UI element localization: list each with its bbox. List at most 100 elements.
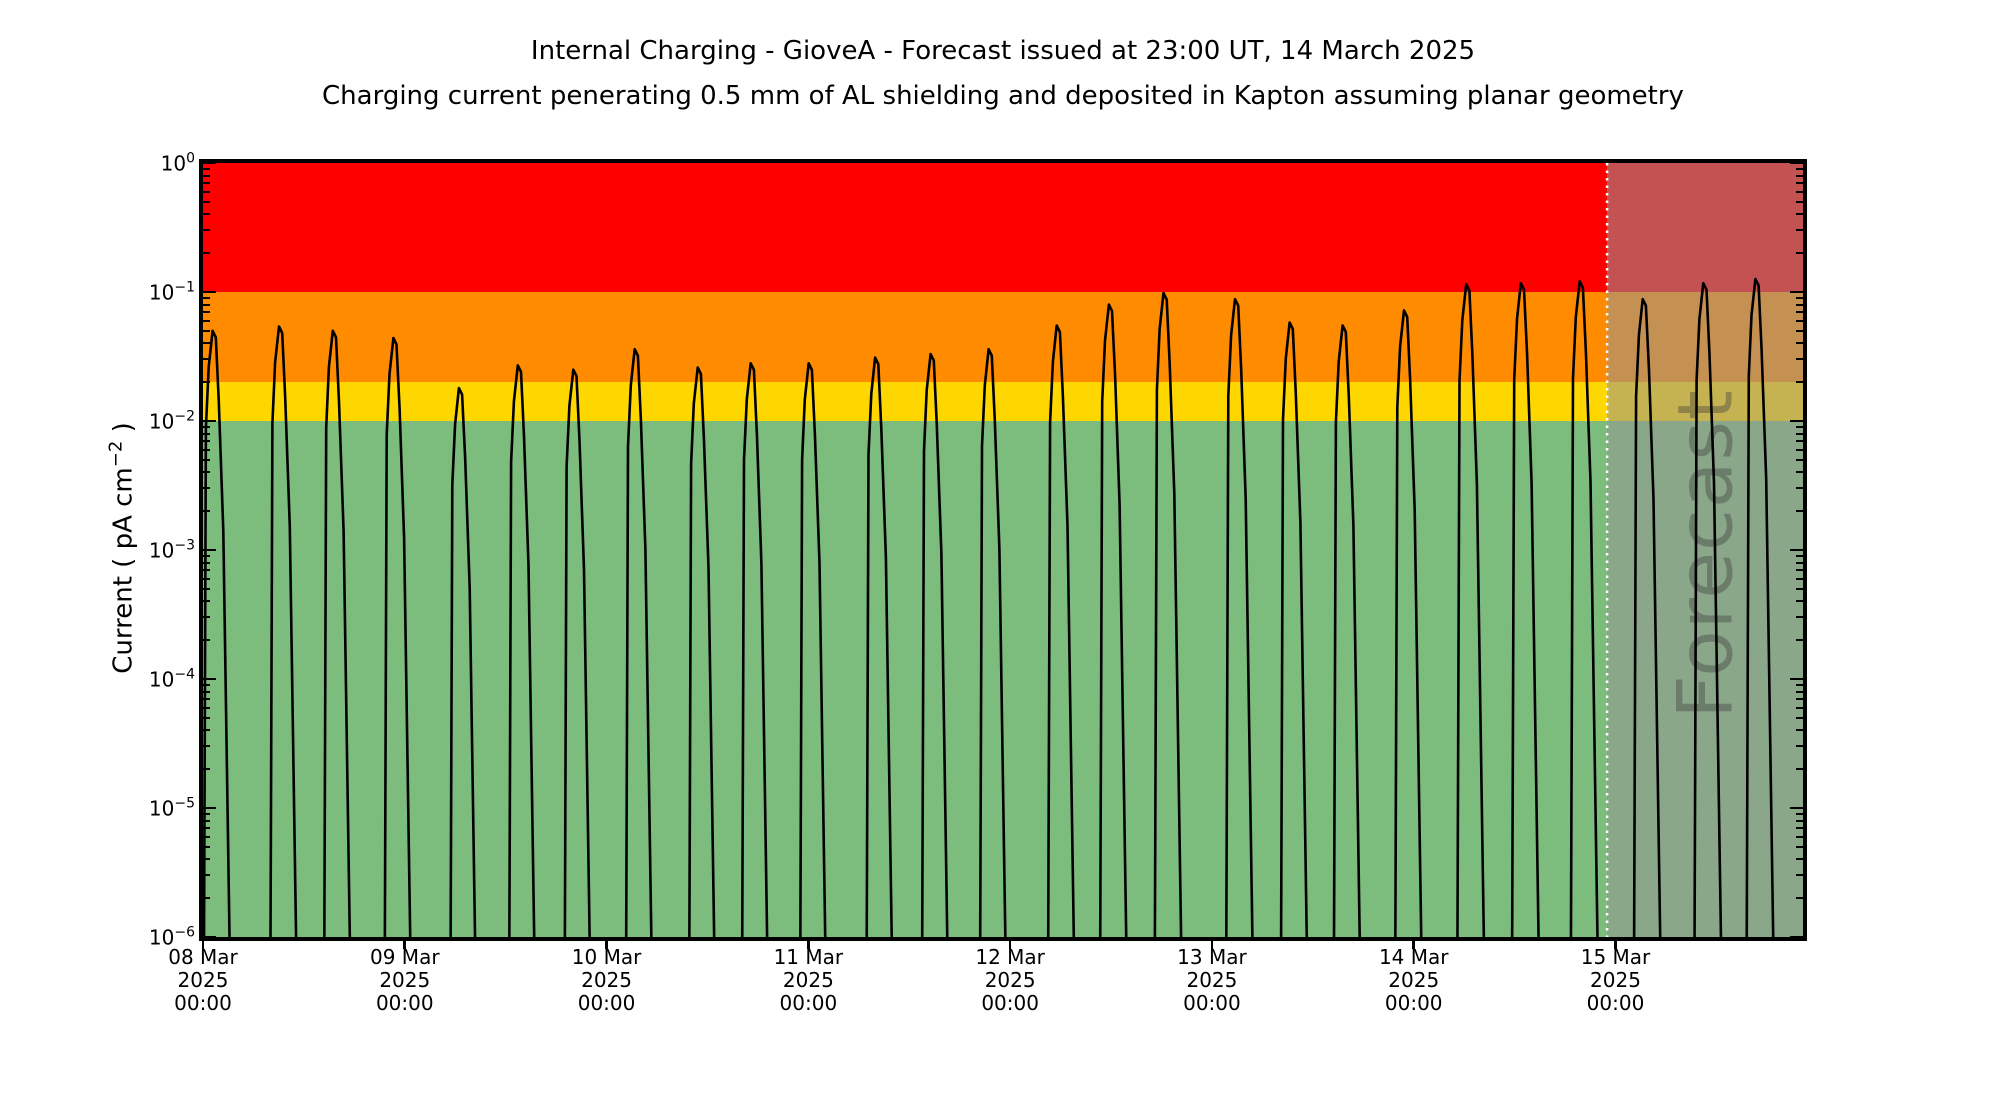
y-minor-tick-left	[203, 826, 210, 829]
y-minor-tick-left	[203, 252, 210, 255]
y-minor-tick-right	[1796, 639, 1803, 642]
y-minor-tick-left	[203, 329, 210, 332]
y-minor-tick-right	[1796, 835, 1803, 838]
y-minor-tick-right	[1796, 458, 1803, 461]
y-minor-tick-left	[203, 381, 210, 384]
y-minor-tick-left	[203, 213, 210, 216]
y-minor-tick-left	[203, 697, 210, 700]
y-minor-tick-right	[1796, 342, 1803, 345]
y-major-tick-right	[1790, 677, 1803, 681]
y-minor-tick-right	[1796, 381, 1803, 384]
y-minor-tick-right	[1796, 190, 1803, 193]
y-minor-tick-left	[203, 174, 210, 177]
y-tick-label: 10−3	[148, 537, 195, 563]
x-tick-label: 15 Mar 2025 00:00	[1580, 945, 1651, 1015]
y-minor-tick-right	[1796, 683, 1803, 686]
y-minor-tick-right	[1796, 432, 1803, 435]
y-minor-tick-right	[1796, 568, 1803, 571]
y-minor-tick-right	[1796, 425, 1803, 428]
y-minor-tick-right	[1796, 600, 1803, 603]
y-minor-tick-left	[203, 812, 210, 815]
y-minor-tick-right	[1796, 812, 1803, 815]
y-major-tick-left	[203, 419, 216, 423]
x-tick-label: 13 Mar 2025 00:00	[1177, 945, 1247, 1015]
y-minor-tick-right	[1796, 319, 1803, 322]
threshold-band-orange	[203, 292, 1803, 383]
y-minor-tick-right	[1796, 487, 1803, 490]
y-minor-tick-right	[1796, 303, 1803, 306]
x-major-tick	[1008, 941, 1012, 949]
y-minor-tick-left	[203, 439, 210, 442]
y-minor-tick-right	[1796, 174, 1803, 177]
x-major-tick	[1412, 941, 1415, 949]
y-minor-tick-left	[203, 568, 210, 571]
x-tick-label: 14 Mar 2025 00:00	[1378, 945, 1449, 1015]
y-minor-tick-right	[1796, 181, 1803, 184]
x-tick-label: 12 Mar 2025 00:00	[975, 945, 1045, 1015]
y-major-tick-right	[1790, 935, 1803, 937]
y-axis-label-text: Current ( pA cm	[108, 467, 139, 674]
y-minor-tick-left	[203, 303, 210, 306]
y-minor-tick-left	[203, 310, 210, 313]
y-minor-tick-left	[203, 487, 210, 490]
y-minor-tick-right	[1796, 213, 1803, 216]
y-major-tick-left	[203, 548, 216, 552]
x-major-tick	[807, 941, 810, 949]
y-minor-tick-right	[1796, 510, 1803, 513]
y-minor-tick-left	[203, 458, 210, 461]
x-major-tick	[1614, 941, 1617, 949]
y-minor-tick-right	[1796, 845, 1803, 848]
y-minor-tick-left	[203, 358, 210, 361]
y-minor-tick-right	[1796, 200, 1803, 203]
y-minor-tick-left	[203, 432, 210, 435]
y-minor-tick-right	[1796, 252, 1803, 255]
y-tick-label: 10−4	[148, 666, 195, 692]
x-tick-label: 09 Mar 2025 00:00	[370, 945, 440, 1015]
y-major-tick-left	[203, 806, 216, 810]
y-minor-tick-left	[203, 510, 210, 513]
y-minor-tick-left	[203, 845, 210, 848]
y-minor-tick-left	[203, 471, 210, 474]
y-minor-tick-left	[203, 229, 210, 232]
y-minor-tick-right	[1796, 729, 1803, 732]
y-minor-tick-left	[203, 690, 210, 693]
y-minor-tick-left	[203, 190, 210, 193]
y-tick-label: 10−1	[148, 279, 195, 305]
y-minor-tick-left	[203, 425, 210, 428]
y-major-tick-right	[1790, 163, 1803, 165]
y-minor-tick-right	[1796, 616, 1803, 619]
y-minor-tick-left	[203, 858, 210, 861]
y-minor-tick-right	[1796, 706, 1803, 709]
charging-current-curve	[203, 163, 1775, 937]
y-minor-tick-left	[203, 600, 210, 603]
y-minor-tick-right	[1796, 229, 1803, 232]
y-minor-tick-left	[203, 819, 210, 822]
x-major-tick	[605, 941, 608, 949]
y-minor-tick-left	[203, 577, 210, 580]
y-minor-tick-right	[1796, 167, 1803, 170]
y-minor-tick-left	[203, 729, 210, 732]
y-minor-tick-left	[203, 768, 210, 771]
y-minor-tick-right	[1796, 554, 1803, 557]
y-major-tick-left	[203, 935, 216, 937]
y-minor-tick-right	[1796, 358, 1803, 361]
y-minor-tick-right	[1796, 897, 1803, 900]
y-minor-tick-left	[203, 448, 210, 451]
y-minor-tick-left	[203, 342, 210, 345]
y-major-tick-right	[1790, 548, 1803, 552]
y-minor-tick-right	[1796, 310, 1803, 313]
y-minor-tick-left	[203, 874, 210, 877]
y-minor-tick-right	[1796, 471, 1803, 474]
y-minor-tick-left	[203, 296, 210, 299]
x-major-tick	[1210, 941, 1214, 949]
y-minor-tick-right	[1796, 439, 1803, 442]
y-minor-tick-left	[203, 167, 210, 170]
x-major-tick	[403, 941, 407, 949]
y-minor-tick-right	[1796, 716, 1803, 719]
plot-area: Forecast	[203, 163, 1803, 937]
x-tick-label: 10 Mar 2025 00:00	[571, 945, 642, 1015]
chart-subtitle: Charging current penerating 0.5 mm of AL…	[322, 81, 1684, 111]
x-tick-label: 08 Mar 2025 00:00	[168, 945, 238, 1015]
y-minor-tick-left	[203, 181, 210, 184]
